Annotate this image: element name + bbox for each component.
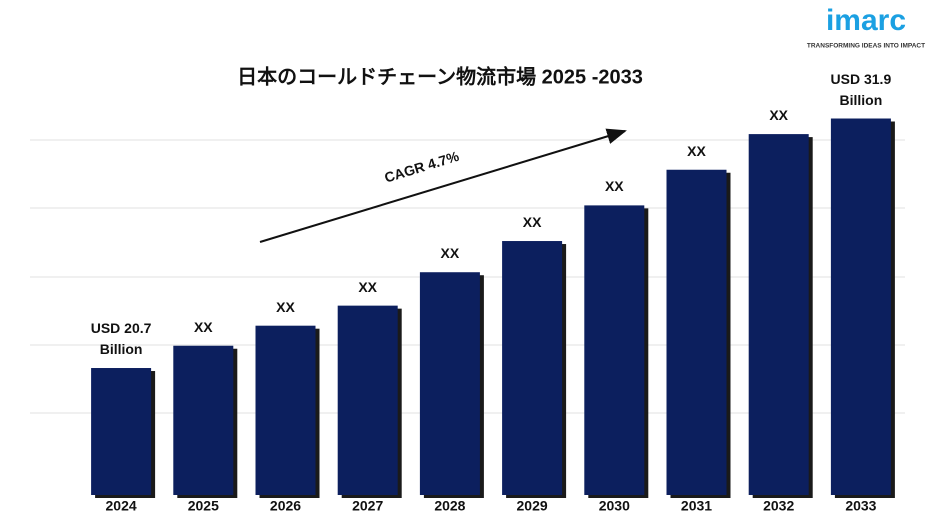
value-label: XX [358,278,378,295]
value-label: XX [193,318,213,335]
logo-tagline: TRANSFORMING IDEAS INTO IMPACT [807,43,925,50]
value-label: USD 31.9 Billion [830,70,892,108]
value-label: XX [440,245,460,262]
value-label: XX [276,298,295,315]
trend-arrow [259,128,627,243]
x-tick-label: 2027 [352,498,383,514]
value-label: XX [522,214,542,231]
x-tick-label: 2030 [599,498,630,514]
bar [255,325,316,495]
x-tick-label: 2025 [188,498,219,514]
bar [584,205,645,495]
x-tick-label: 2026 [270,498,301,514]
x-tick-label: 2024 [106,498,137,514]
cagr-annotation: CAGR 4.7% [382,148,461,186]
logo: imarc [826,4,906,37]
bar [91,368,152,495]
bar [337,305,398,495]
chart-title: 日本のコールドチェーン物流市場 2025 -2033 [237,64,643,88]
bar [830,118,891,495]
bar [502,241,563,495]
x-tick-label: 2032 [763,498,794,514]
x-tick-label: 2028 [434,498,465,514]
value-label: USD 20.7 Billion [90,320,152,358]
bar [666,169,727,495]
bar [419,272,480,495]
x-tick-label: 2033 [845,498,876,514]
value-label: XX [604,178,624,195]
bar [748,134,809,495]
bar [173,345,234,495]
value-label: XX [769,107,789,124]
x-tick-label: 2029 [517,498,548,514]
value-label: XX [687,142,706,159]
x-tick-label: 2031 [681,498,712,514]
